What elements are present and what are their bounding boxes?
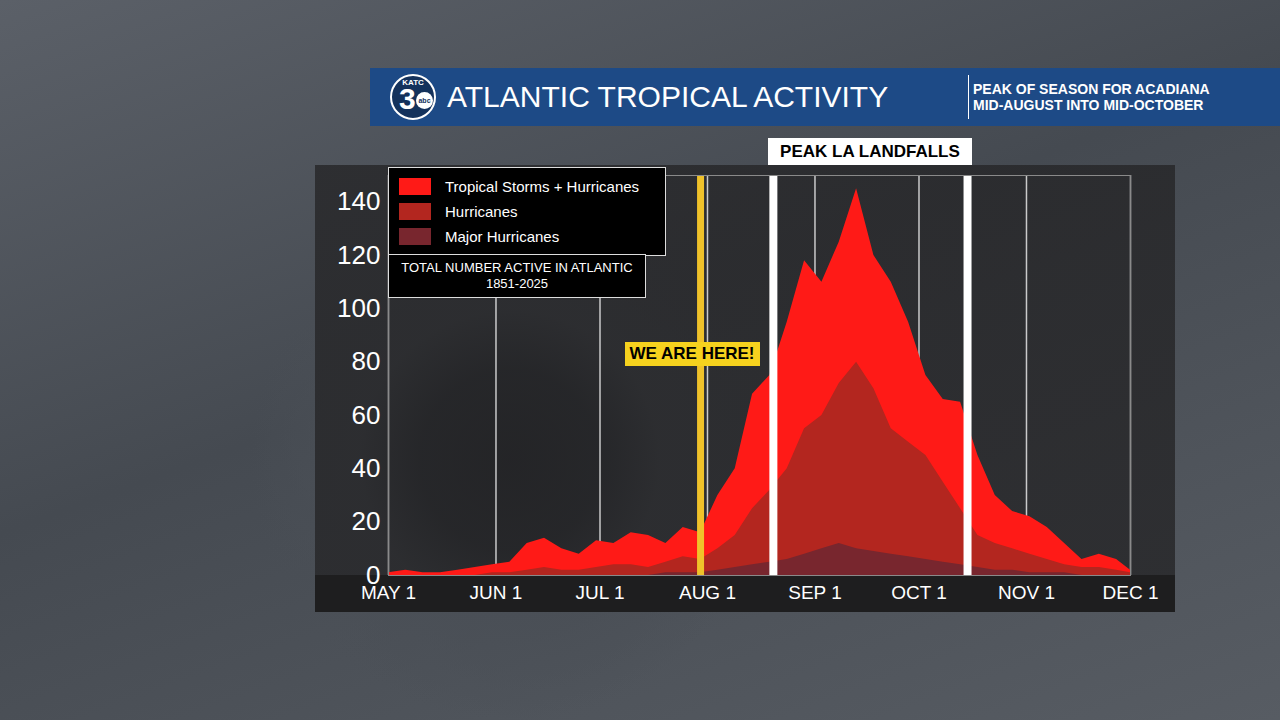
svg-text:20: 20 xyxy=(352,506,381,536)
html-text:3: 3 xyxy=(399,82,416,115)
svg-text:AUG 1: AUG 1 xyxy=(679,582,736,603)
svg-text:100: 100 xyxy=(337,293,380,323)
svg-text:SEP 1: SEP 1 xyxy=(788,582,842,603)
html-text:MID-AUGUST INTO MID-OCTOBER: MID-AUGUST INTO MID-OCTOBER xyxy=(973,97,1204,113)
svg-text:120: 120 xyxy=(337,240,380,270)
svg-text:140: 140 xyxy=(337,186,380,216)
html-text:1851-2025: 1851-2025 xyxy=(485,276,549,291)
html-text:Hurricanes: Hurricanes xyxy=(445,203,518,220)
html-text:ATLANTIC TROPICAL ACTIVITY: ATLANTIC TROPICAL ACTIVITY xyxy=(447,80,889,113)
svg-text:DEC 1: DEC 1 xyxy=(1103,582,1159,603)
html-text:abc: abc xyxy=(418,97,431,104)
html-text:Major Hurricanes: Major Hurricanes xyxy=(445,228,560,245)
svg-text:60: 60 xyxy=(352,400,381,430)
html-text:Tropical Storms + Hurricanes: Tropical Storms + Hurricanes xyxy=(445,178,640,195)
html-text:KATC: KATC xyxy=(402,78,424,87)
svg-text:80: 80 xyxy=(352,346,381,376)
html-text:WE ARE HERE!: WE ARE HERE! xyxy=(629,344,755,363)
svg-text:JUN 1: JUN 1 xyxy=(470,582,523,603)
html-text:TOTAL NUMBER ACTIVE IN ATLANTI: TOTAL NUMBER ACTIVE IN ATLANTIC xyxy=(401,260,633,275)
svg-text:MAY 1: MAY 1 xyxy=(361,582,416,603)
svg-text:JUL 1: JUL 1 xyxy=(576,582,625,603)
svg-text:40: 40 xyxy=(352,453,381,483)
svg-text:0: 0 xyxy=(366,559,381,590)
html-text:PEAK OF SEASON FOR ACADIANA: PEAK OF SEASON FOR ACADIANA xyxy=(973,81,1210,97)
svg-text:NOV 1: NOV 1 xyxy=(998,582,1055,603)
svg-text:OCT 1: OCT 1 xyxy=(891,582,947,603)
html-text:PEAK LA LANDFALLS: PEAK LA LANDFALLS xyxy=(780,142,960,161)
